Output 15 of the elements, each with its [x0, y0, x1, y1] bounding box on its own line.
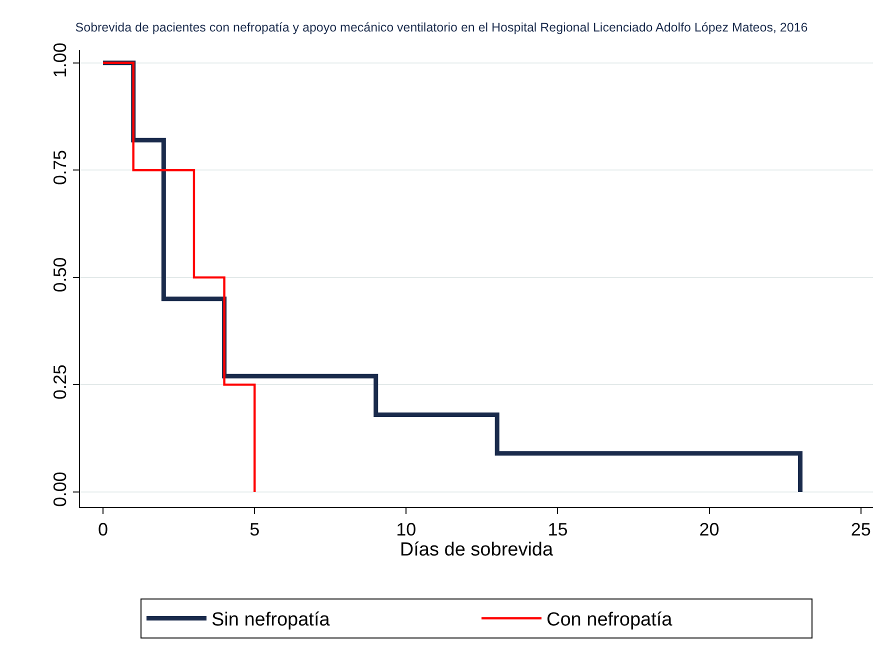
x-tick-label: 5: [250, 520, 260, 540]
legend-label: Sin nefropatía: [212, 610, 330, 631]
chart-title: Sobrevida de pacientes con nefropatía y apoyo mecánico ventilatorio en el Hospital Regional Licenciado Adolfo López Mateos, 2016: [75, 20, 808, 34]
y-tick-label: 0.00: [50, 472, 70, 507]
x-axis-title: Días de sobrevida: [400, 540, 554, 561]
y-tick-label: 0.75: [50, 150, 70, 185]
x-tick-label: 25: [850, 520, 871, 540]
y-tick-label: 0.50: [50, 257, 70, 292]
x-tick-label: 20: [699, 520, 720, 540]
y-tick-label: 0.25: [50, 364, 70, 400]
x-tick-label: 0: [98, 520, 108, 540]
y-tick-label: 1.00: [50, 42, 70, 78]
x-tick-label: 15: [548, 520, 568, 540]
legend-label: Con nefropatía: [546, 610, 673, 631]
x-tick-label: 10: [396, 520, 416, 540]
